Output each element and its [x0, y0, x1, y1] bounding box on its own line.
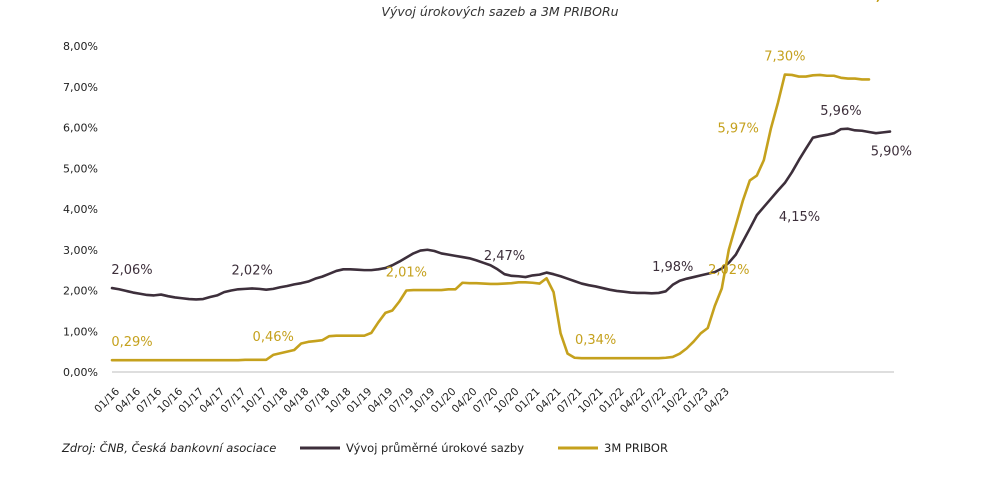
- data-label: 2,02%: [708, 263, 749, 278]
- y-tick-label: 1,00%: [63, 325, 98, 338]
- y-tick-label: 0,00%: [63, 366, 98, 379]
- y-tick-label: 8,00%: [63, 40, 98, 53]
- data-label: 4,15%: [779, 210, 820, 225]
- data-label: 2,02%: [232, 263, 273, 278]
- y-tick-label: 4,00%: [63, 203, 98, 216]
- data-label: 0,29%: [111, 335, 152, 350]
- y-tick-label: 6,00%: [63, 122, 98, 135]
- legend-label-pribor: 3M PRIBOR: [604, 441, 668, 455]
- data-label: 1,98%: [652, 260, 693, 275]
- data-label: 2,01%: [386, 266, 427, 281]
- data-label: 2,47%: [484, 249, 525, 264]
- y-tick-label: 5,00%: [63, 162, 98, 175]
- data-label: 7,18%: [867, 0, 912, 4]
- series-line-rate: [110, 127, 892, 301]
- data-label: 0,34%: [575, 333, 616, 348]
- data-label: 2,06%: [111, 263, 152, 278]
- y-tick-label: 3,00%: [63, 244, 98, 257]
- data-label: 5,90%: [871, 145, 912, 160]
- y-tick-label: 2,00%: [63, 285, 98, 298]
- data-label: 0,46%: [253, 330, 294, 345]
- lines-layer: [110, 73, 892, 362]
- data-label: 7,30%: [764, 50, 805, 65]
- legend-label-rate: Vývoj průměrné úrokové sazby: [346, 441, 524, 455]
- source-note: Zdroj: ČNB, Česká bankovní asociace: [61, 440, 276, 455]
- y-tick-label: 7,00%: [63, 81, 98, 94]
- chart-title: Vývoj úrokových sazeb a 3M PRIBORu: [381, 4, 619, 19]
- data-label: 5,97%: [718, 122, 759, 137]
- series-line-pribor: [110, 73, 871, 362]
- legend: Zdroj: ČNB, Česká bankovní asociace Vývo…: [61, 440, 668, 455]
- data-label: 5,96%: [820, 104, 861, 119]
- data-labels-layer: 2,06% 2,02% 2,47% 1,98% 4,15% 5,96% 5,90% 0,29%…: [111, 0, 912, 350]
